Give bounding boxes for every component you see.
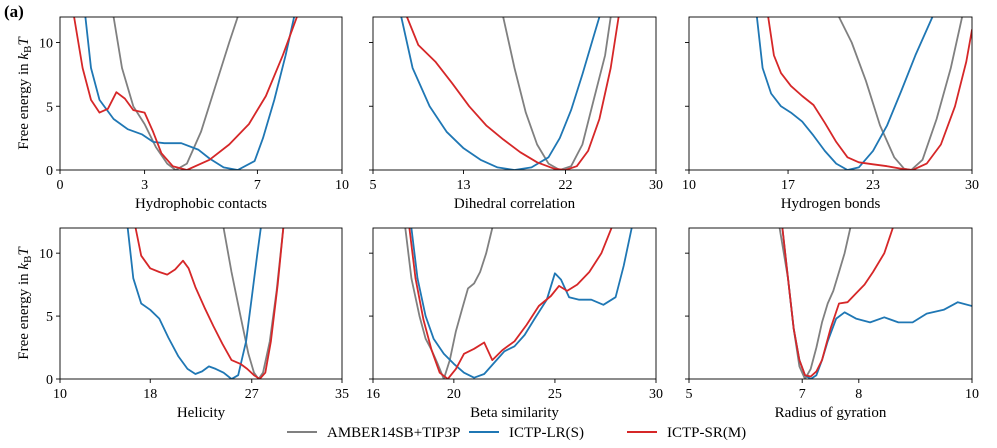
- y-tick-label: 5: [46, 310, 53, 325]
- y-tick-label: 10: [39, 37, 53, 52]
- series-line-sr: [781, 228, 894, 378]
- legend: AMBER14SB+TIP3P ICTP-LR(S) ICTP-SR(M): [287, 425, 746, 441]
- subplot-3: 10 17 23 30 Hydrogen bonds: [682, 16, 979, 212]
- axes-frame: [372, 16, 657, 171]
- y-tick-label: 5: [46, 100, 53, 115]
- series-line-lr: [756, 17, 934, 170]
- x-tick-label: 7: [799, 387, 806, 402]
- x-tick-label: 30: [649, 387, 663, 402]
- x-tick-label: 8: [855, 387, 862, 402]
- y-tick-label: 0: [46, 164, 53, 179]
- axes-frame: [59, 16, 343, 171]
- x-axis-label: Beta similarity: [470, 405, 559, 421]
- x-tick-label: 13: [457, 178, 471, 193]
- x-tick-label: 27: [245, 387, 259, 402]
- x-tick-label: 22: [558, 178, 572, 193]
- subplot-5: 16 20 25 30 Beta similarity: [366, 227, 663, 421]
- subplot-6: 5 7 8 10 Radius of gyration: [685, 227, 979, 421]
- x-tick-label: 3: [141, 178, 148, 193]
- y-tick-label: 10: [39, 247, 53, 262]
- subplot-4: 10 18 27 35 0 5 10 Helicity Free energy in kBT: [16, 227, 349, 421]
- x-axis-label: Radius of gyration: [775, 405, 887, 421]
- x-tick-label: 25: [548, 387, 562, 402]
- x-tick-label: 5: [370, 178, 377, 193]
- x-tick-label: 0: [57, 178, 64, 193]
- x-tick-label: 5: [686, 387, 693, 402]
- x-tick-label: 16: [366, 387, 380, 402]
- axes-frame: [59, 227, 343, 380]
- y-axis-label: Free energy in kBT: [16, 246, 34, 360]
- series-line-sr: [73, 17, 298, 170]
- series-line-lr: [410, 228, 633, 379]
- x-tick-label: 10: [53, 387, 67, 402]
- series-line-lr: [400, 17, 601, 170]
- axes-frame: [372, 227, 657, 380]
- axes-frame: [688, 227, 973, 380]
- axes-frame: [688, 16, 973, 171]
- series-line-sr: [134, 228, 285, 379]
- x-tick-label: 20: [447, 387, 461, 402]
- x-tick-label: 30: [649, 178, 663, 193]
- series-line-amber: [502, 17, 612, 170]
- series-line-sr: [767, 17, 972, 170]
- x-tick-label: 7: [254, 178, 261, 193]
- x-tick-label: 10: [682, 178, 696, 193]
- series-line-sr: [406, 17, 620, 170]
- series-line-amber: [404, 228, 494, 379]
- series-line-amber: [112, 17, 239, 170]
- subplot-1: 0 3 7 10 0 5 10 Hydrophobic contacts Free energy…: [16, 16, 349, 212]
- subplot-2: 5 13 22 30 Dihedral correlation: [369, 16, 663, 212]
- x-axis-label: Helicity: [177, 405, 226, 421]
- x-tick-label: 35: [335, 387, 349, 402]
- legend-label-amber: AMBER14SB+TIP3P: [327, 425, 461, 441]
- panel-label: (a): [4, 2, 24, 21]
- legend-label-sr: ICTP-SR(M): [667, 425, 746, 441]
- x-axis-label: Hydrophobic contacts: [135, 196, 267, 212]
- x-tick-label: 17: [781, 178, 795, 193]
- x-tick-label: 10: [965, 387, 979, 402]
- series-line-lr: [126, 228, 262, 379]
- legend-label-lr: ICTP-LR(S): [509, 425, 584, 441]
- y-axis-label: Free energy in kBT: [16, 36, 34, 150]
- x-tick-label: 23: [866, 178, 880, 193]
- series-line-sr: [408, 228, 613, 379]
- x-tick-label: 10: [335, 178, 349, 193]
- series-line-lr: [781, 228, 972, 379]
- series-line-amber: [222, 228, 285, 379]
- x-axis-label: Hydrogen bonds: [781, 196, 881, 212]
- y-tick-label: 0: [46, 373, 53, 388]
- x-tick-label: 18: [143, 387, 157, 402]
- series-line-lr: [84, 17, 295, 170]
- x-axis-label: Dihedral correlation: [454, 196, 576, 212]
- x-tick-label: 30: [965, 178, 979, 193]
